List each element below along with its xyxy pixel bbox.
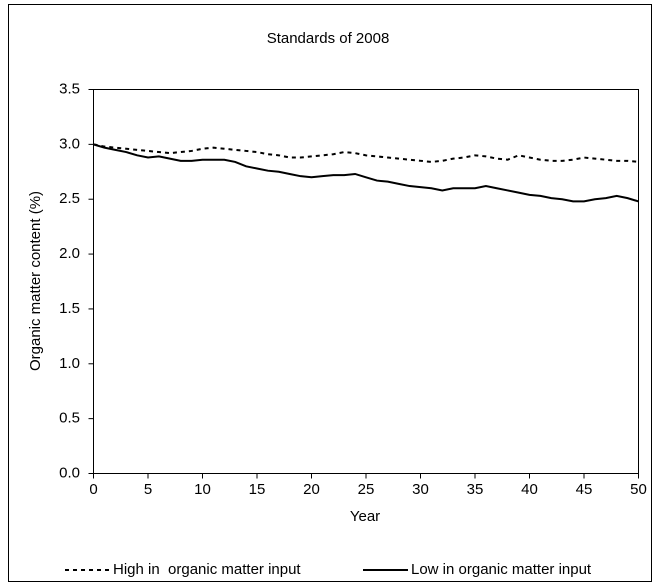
y-tick-label: 0.5: [59, 410, 80, 427]
x-tick-label: 50: [630, 481, 647, 498]
x-axis-label: Year: [350, 508, 380, 525]
y-tick-label: 1.0: [59, 355, 80, 372]
legend-label: High in organic matter input: [113, 561, 301, 578]
y-axis-label: Organic matter content (%): [27, 191, 44, 371]
x-tick-label: 40: [521, 481, 538, 498]
x-tick-label: 30: [412, 481, 429, 498]
line: [93, 143, 639, 203]
y-tick-label: 3.0: [59, 135, 80, 152]
y-tick-label: 2.0: [59, 245, 80, 262]
y-tick-label: 3.5: [59, 80, 80, 97]
legend-label: Low in organic matter input: [411, 561, 592, 578]
x-tick-label: 20: [303, 481, 320, 498]
x-tick-label: 5: [144, 481, 152, 498]
chart-title: Standards of 2008: [267, 30, 390, 47]
x-tick-label: 25: [358, 481, 375, 498]
line: [93, 143, 639, 163]
x-tick-label: 15: [249, 481, 266, 498]
x-tick-label: 45: [576, 481, 593, 498]
y-tick-label: 1.5: [59, 300, 80, 317]
x-tick-label: 35: [467, 481, 484, 498]
y-tick-label: 0.0: [59, 464, 80, 481]
x-tick-label: 10: [194, 481, 211, 498]
x-tick-label: 0: [89, 481, 97, 498]
y-tick-label: 2.5: [59, 190, 80, 207]
chart-border: [8, 4, 652, 582]
